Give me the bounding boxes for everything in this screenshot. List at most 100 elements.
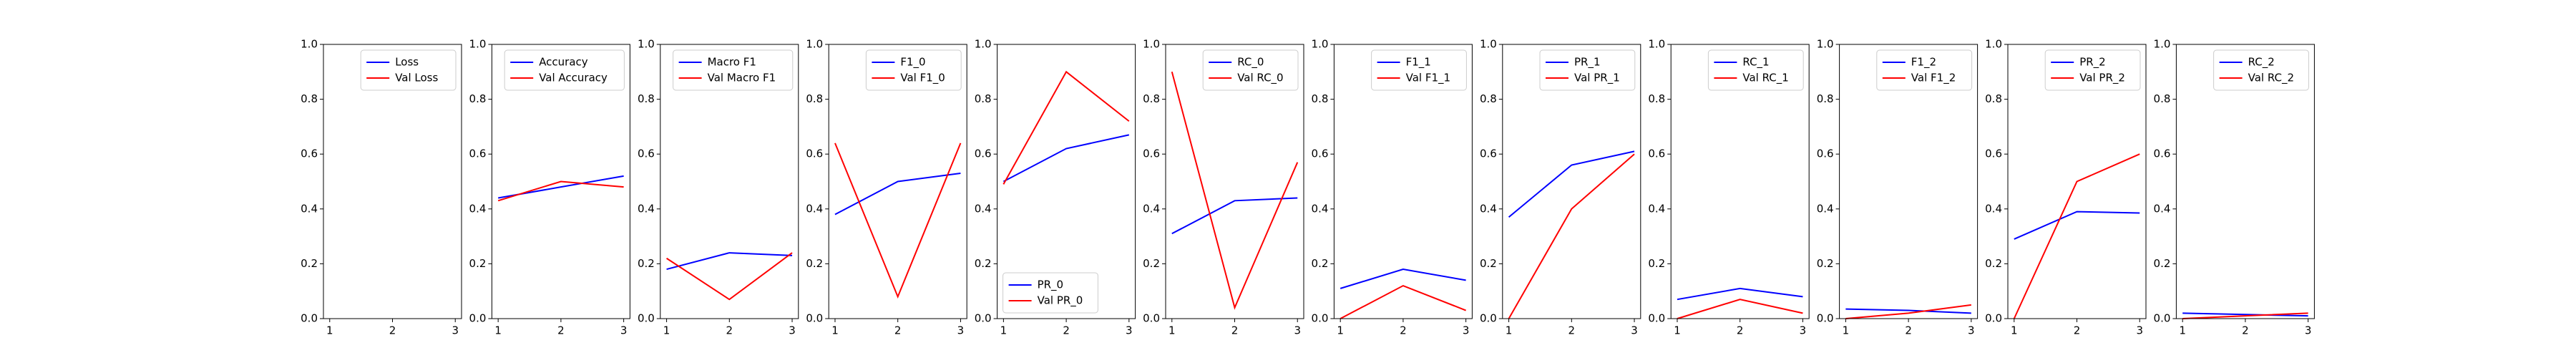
x-tick-label: 3 [2136, 324, 2143, 337]
y-tick-label: 0.8 [638, 92, 655, 105]
y-tick-label: 0.6 [1985, 147, 2002, 160]
y-tick-label: 0.2 [1312, 257, 1329, 270]
legend-label: F1_2 [1911, 56, 1936, 69]
y-tick-label: 1.0 [638, 38, 655, 51]
y-tick-label: 0.4 [1648, 202, 1665, 215]
y-tick-label: 1.0 [2154, 38, 2171, 51]
y-tick-label: 0.2 [1817, 257, 1834, 270]
y-tick-label: 0.0 [1480, 312, 1497, 325]
series-line [497, 180, 624, 202]
x-tick-label: 1 [2179, 324, 2186, 337]
y-tick-label: 0.6 [1143, 147, 1160, 160]
x-tick-label: 3 [1800, 324, 1807, 337]
y-tick-label: 0.0 [1312, 312, 1329, 325]
x-tick-label: 1 [1506, 324, 1513, 337]
y-tick-label: 0.6 [806, 147, 823, 160]
legend-label: RC_2 [2248, 56, 2275, 69]
series-line [1845, 304, 1971, 319]
y-tick-label: 0.4 [806, 202, 823, 215]
legend-box [1371, 49, 1467, 91]
y-tick-label: 1.0 [301, 38, 318, 51]
y-tick-label: 0.8 [1480, 92, 1497, 105]
y-tick-label: 0.4 [1312, 202, 1329, 215]
x-tick-label: 1 [663, 324, 670, 337]
x-tick-label: 2 [389, 324, 396, 337]
x-tick-label: 2 [557, 324, 565, 337]
y-tick-label: 0.8 [301, 92, 318, 105]
series-line [834, 142, 962, 299]
y-tick-label: 0.8 [1143, 92, 1160, 105]
legend-box [673, 49, 794, 91]
y-tick-label: 0.2 [2154, 257, 2171, 270]
legend-label: RC_0 [1237, 56, 1264, 69]
axes-frame [491, 44, 630, 319]
y-tick-label: 1.0 [1817, 38, 1834, 51]
series-line [2014, 211, 2140, 240]
y-tick-label: 0.0 [301, 312, 318, 325]
legend-label: PR_1 [1574, 56, 1601, 69]
legend-label: PR_0 [1038, 279, 1064, 292]
series-line [666, 252, 793, 271]
y-tick-label: 0.8 [1312, 92, 1329, 105]
axes-frame [660, 44, 799, 319]
legend-box [1002, 272, 1098, 314]
y-tick-label: 0.0 [975, 312, 992, 325]
y-tick-label: 0.0 [2154, 312, 2171, 325]
y-tick-label: 0.6 [469, 147, 487, 160]
y-tick-label: 1.0 [1312, 38, 1329, 51]
x-tick-label: 1 [831, 324, 839, 337]
legend-label: PR_2 [2079, 56, 2106, 69]
series-line [1002, 134, 1130, 183]
x-tick-label: 1 [1843, 324, 1850, 337]
y-tick-label: 0.6 [301, 147, 318, 160]
y-tick-label: 0.0 [1817, 312, 1834, 325]
series-line [1171, 72, 1299, 310]
y-tick-label: 1.0 [1143, 38, 1160, 51]
y-tick-label: 0.8 [1985, 92, 2002, 105]
y-tick-label: 0.8 [1817, 92, 1834, 105]
y-tick-label: 0.2 [1985, 257, 2002, 270]
axes-frame [1502, 44, 1641, 319]
x-tick-label: 2 [1231, 324, 1239, 337]
series-line [2182, 312, 2308, 317]
y-tick-label: 0.2 [806, 257, 823, 270]
y-tick-label: 0.6 [2154, 147, 2171, 160]
y-tick-label: 0.4 [469, 202, 487, 215]
legend-label: F1_0 [900, 56, 925, 69]
y-tick-label: 0.6 [975, 147, 992, 160]
y-tick-label: 1.0 [469, 38, 487, 51]
x-tick-label: 2 [2074, 324, 2081, 337]
y-tick-label: 0.2 [301, 257, 318, 270]
y-tick-label: 0.4 [975, 202, 992, 215]
x-tick-label: 2 [1905, 324, 1912, 337]
series-line [834, 173, 961, 216]
y-tick-label: 0.4 [1480, 202, 1497, 215]
y-tick-label: 0.0 [1143, 312, 1160, 325]
y-tick-label: 0.6 [638, 147, 655, 160]
y-tick-label: 0.0 [1648, 312, 1665, 325]
y-tick-label: 1.0 [806, 38, 823, 51]
y-tick-label: 0.8 [806, 92, 823, 105]
y-tick-label: 0.6 [1648, 147, 1665, 160]
x-tick-label: 3 [1294, 324, 1301, 337]
x-tick-label: 3 [452, 324, 459, 337]
x-tick-label: 2 [1737, 324, 1744, 337]
axes-frame [1670, 44, 1810, 319]
x-tick-label: 3 [1126, 324, 1133, 337]
x-tick-label: 1 [2011, 324, 2018, 337]
y-tick-label: 0.4 [301, 202, 318, 215]
axes-frame [1333, 44, 1473, 319]
x-tick-label: 1 [326, 324, 333, 337]
legend-label: Val RC_1 [1742, 72, 1788, 85]
series-line [2182, 312, 2308, 319]
x-tick-label: 2 [726, 324, 733, 337]
legend-label: Val RC_0 [1237, 72, 1283, 85]
series-line [1002, 70, 1130, 185]
legend-box [504, 49, 625, 91]
axes-frame [2175, 44, 2315, 319]
axes-frame [828, 44, 967, 319]
legend-box [2044, 49, 2141, 91]
legend-label: Accuracy [539, 56, 588, 69]
